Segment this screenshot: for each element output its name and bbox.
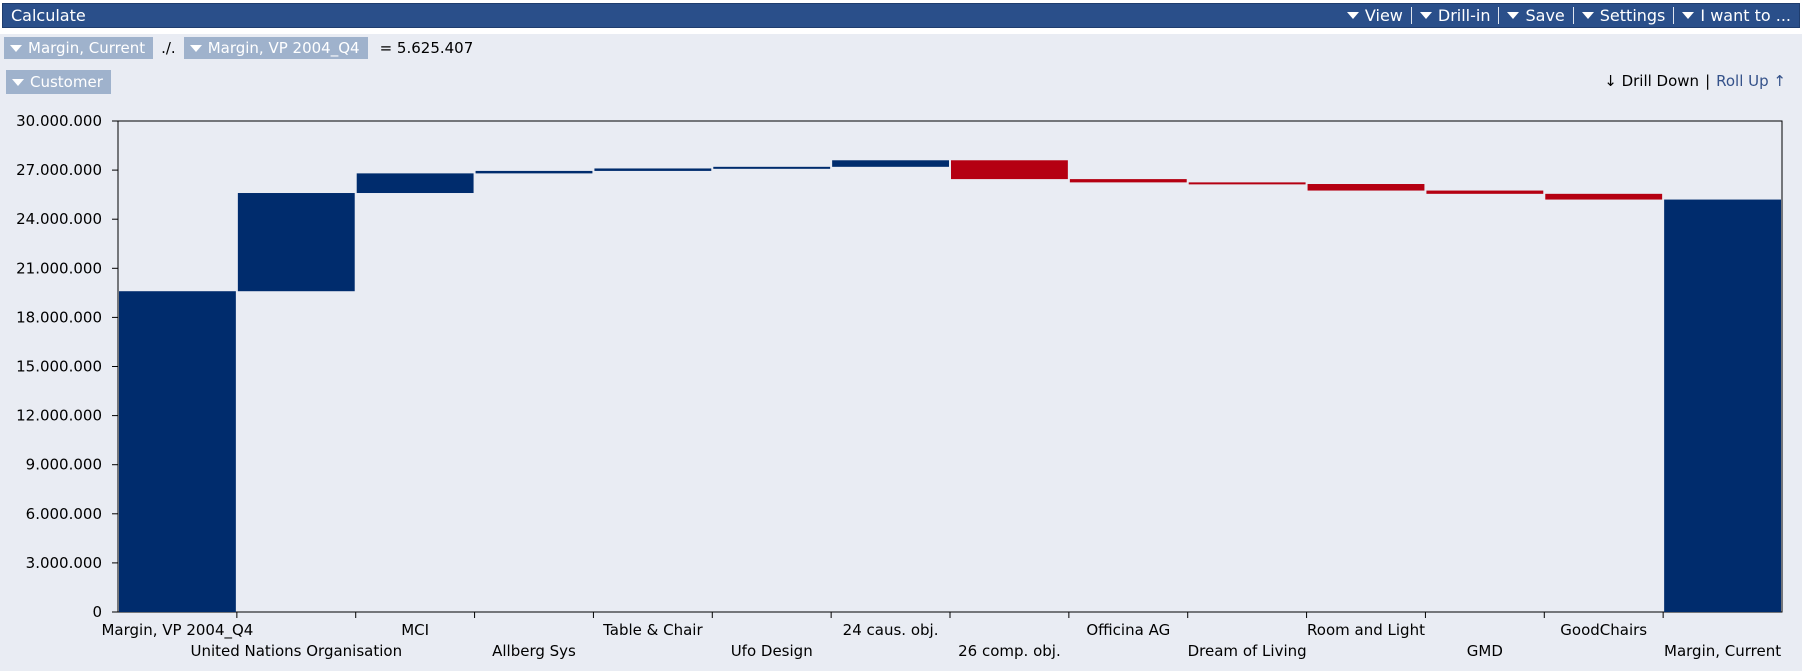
bar-decrease[interactable] [1307, 184, 1425, 191]
right-measure-dropdown[interactable]: Margin, VP 2004_Q4 [183, 37, 368, 59]
y-tick-label: 9.000.000 [26, 456, 102, 474]
bar-increase[interactable] [237, 193, 355, 292]
title-bar: Calculate View Drill-in Save Settings [0, 0, 1802, 34]
left-measure-dropdown[interactable]: Margin, Current [4, 37, 154, 59]
y-axis: 0 3.000.000 6.000.000 9.000.000 12.000.000 15… [16, 112, 118, 621]
left-measure-label: Margin, Current [28, 39, 146, 57]
y-tick-label: 21.000.000 [16, 259, 102, 277]
menu-i-want-to[interactable]: I want to ... [1674, 4, 1799, 27]
dimension-label: Customer [30, 73, 103, 91]
x-tick-label: GMD [1467, 642, 1503, 660]
x-tick-label: Ufo Design [731, 642, 813, 660]
bars [119, 160, 1781, 612]
bar-increase[interactable] [832, 160, 949, 167]
waterfall-chart: 0 3.000.000 6.000.000 9.000.000 12.000.000 15… [16, 112, 1783, 660]
y-tick-label: 3.000.000 [26, 554, 102, 572]
x-tick-label: United Nations Organisation [190, 642, 402, 660]
bar-decrease[interactable] [1069, 179, 1187, 183]
roll-up-link[interactable]: Roll Up ↑ [1716, 72, 1786, 90]
window-title: Calculate [11, 6, 86, 25]
toolbar-menu: View Drill-in Save Settings I want to ..… [1339, 4, 1799, 27]
bar-decrease[interactable] [951, 160, 1068, 180]
menu-save-label: Save [1525, 6, 1565, 25]
bar-total[interactable] [1664, 199, 1781, 612]
menu-separator [1572, 7, 1574, 24]
drill-down-link[interactable]: ↓ Drill Down [1604, 72, 1700, 90]
chevron-down-icon [1507, 12, 1520, 19]
x-tick-label: 26 comp. obj. [958, 642, 1061, 660]
chevron-down-icon [12, 78, 24, 86]
drill-navigation: ↓ Drill Down | Roll Up ↑ [1604, 72, 1786, 90]
y-tick-label: 12.000.000 [16, 407, 102, 425]
bar-increase[interactable] [356, 173, 474, 194]
operator-label: ./. [161, 39, 176, 57]
menu-view[interactable]: View [1339, 4, 1411, 27]
x-tick-label: Officina AG [1086, 621, 1170, 639]
plot-area [117, 120, 1783, 613]
x-axis: Margin, VP 2004_Q4 United Nations Organis… [101, 612, 1781, 660]
y-tick-label: 27.000.000 [16, 161, 102, 179]
menu-view-label: View [1364, 6, 1403, 25]
bar-decrease[interactable] [1426, 190, 1544, 194]
y-tick-label: 18.000.000 [16, 308, 102, 326]
menu-separator [1410, 7, 1412, 24]
chevron-down-icon [1682, 12, 1695, 19]
bar-total[interactable] [119, 291, 236, 612]
chevron-down-icon [1581, 12, 1594, 19]
bar-increase[interactable] [594, 168, 712, 171]
title-bar-strip: Calculate View Drill-in Save Settings [2, 3, 1800, 28]
y-tick-label: 6.000.000 [26, 505, 102, 523]
x-tick-label: GoodChairs [1560, 621, 1647, 639]
menu-separator [1498, 7, 1500, 24]
x-tick-label: MCI [401, 621, 429, 639]
y-tick-label: 30.000.000 [16, 112, 102, 130]
y-tick-label: 0 [92, 603, 102, 621]
menu-settings-label: Settings [1599, 6, 1666, 25]
bar-decrease[interactable] [1188, 182, 1306, 185]
nav-separator: | [1705, 72, 1711, 90]
menu-i-want-to-label: I want to ... [1700, 6, 1791, 25]
chevron-down-icon [10, 44, 22, 52]
menu-drill-in-label: Drill-in [1437, 6, 1491, 25]
formula-row: Margin, Current ./. Margin, VP 2004_Q4 =… [0, 36, 1802, 60]
y-tick-label: 15.000.000 [16, 358, 102, 376]
menu-save[interactable]: Save [1499, 4, 1572, 27]
x-tick-label: Dream of Living [1188, 642, 1307, 660]
bar-increase[interactable] [713, 166, 831, 169]
dimension-dropdown[interactable]: Customer [6, 70, 111, 94]
bar-decrease[interactable] [1545, 193, 1663, 200]
menu-settings[interactable]: Settings [1574, 4, 1674, 27]
x-tick-label: Allberg Sys [492, 642, 576, 660]
y-tick-label: 24.000.000 [16, 210, 102, 228]
chevron-down-icon [1346, 12, 1359, 19]
x-tick-label: Margin, VP 2004_Q4 [101, 621, 253, 640]
x-tick-label: Margin, Current [1664, 642, 1781, 660]
result-value: = 5.625.407 [379, 39, 474, 57]
bar-increase[interactable] [475, 170, 593, 174]
menu-separator [1673, 7, 1675, 24]
menu-drill-in[interactable]: Drill-in [1412, 4, 1499, 27]
right-measure-label: Margin, VP 2004_Q4 [207, 39, 360, 57]
x-tick-label: Table & Chair [602, 621, 703, 639]
x-tick-label: 24 caus. obj. [843, 621, 939, 639]
chevron-down-icon [189, 44, 202, 52]
chevron-down-icon [1419, 12, 1432, 19]
x-tick-label: Room and Light [1307, 621, 1425, 639]
